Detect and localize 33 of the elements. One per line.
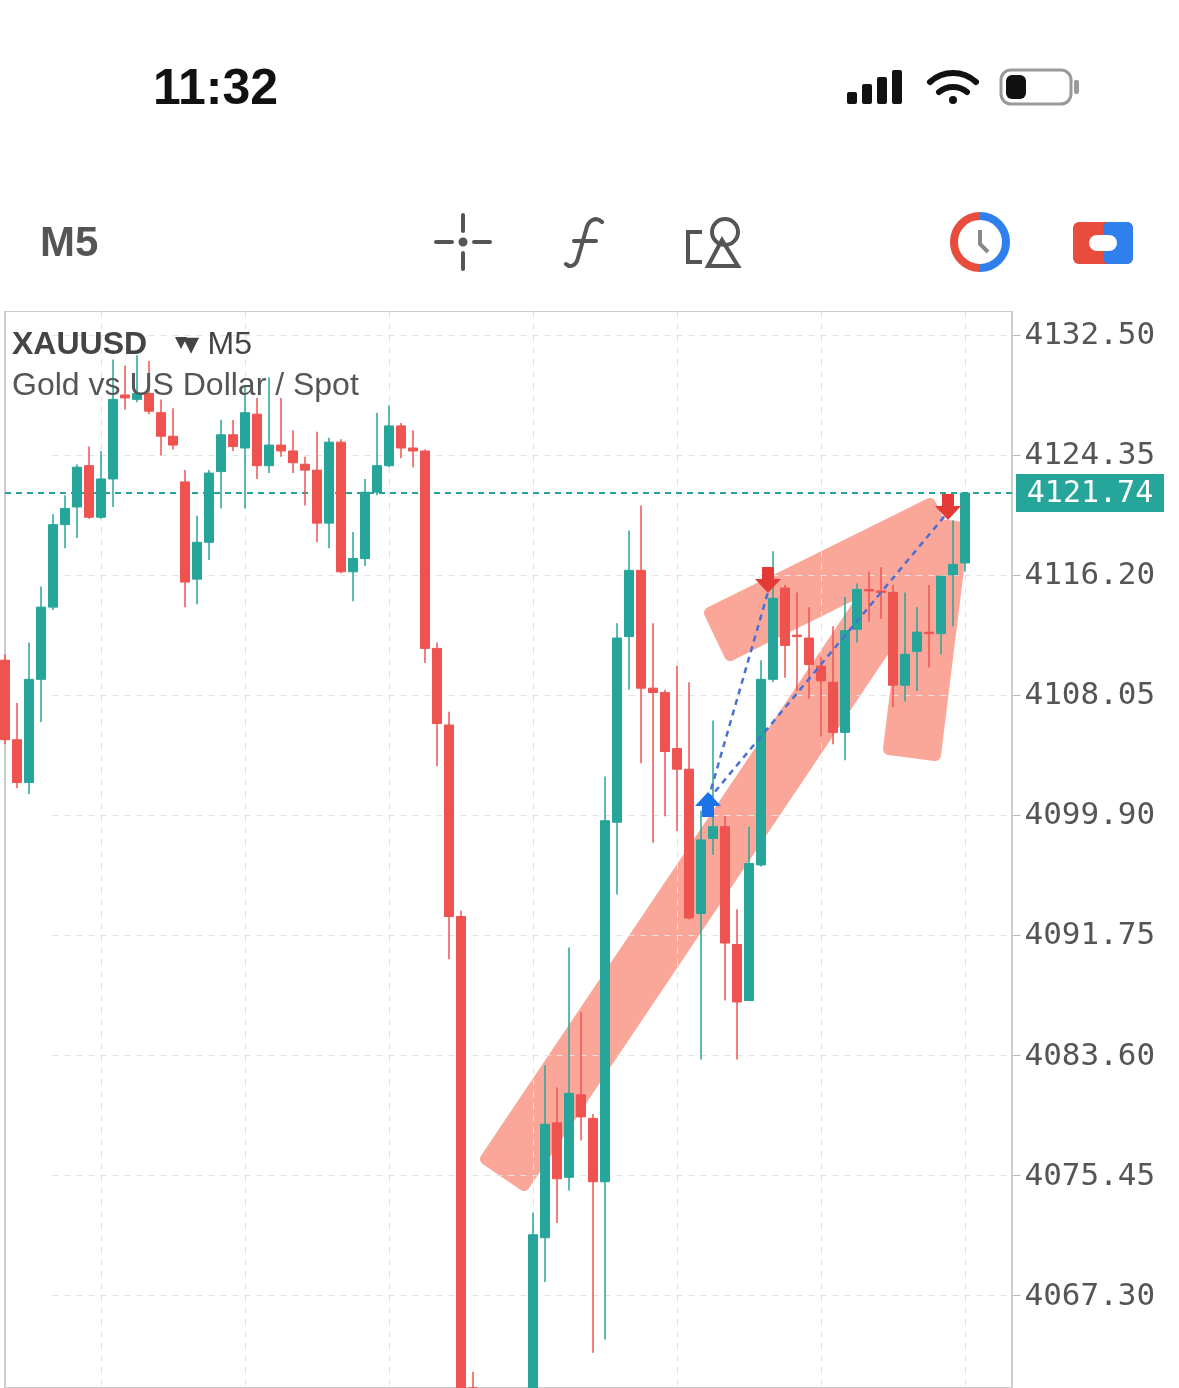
y-tick-label: 4083.60 [1024, 1035, 1156, 1072]
y-tick-label: 4099.90 [1024, 795, 1156, 832]
text: M5 [40, 218, 99, 266]
candlestick [168, 407, 178, 451]
y-tick-label: 4132.50 [1024, 315, 1156, 352]
candlestick [648, 622, 658, 844]
candlestick [576, 1011, 586, 1142]
y-tick-label: 4108.05 [1024, 675, 1156, 712]
candlestick [396, 422, 406, 460]
candlestick [468, 1371, 478, 1388]
candlestick [288, 429, 298, 474]
y-tick-label: 4075.45 [1024, 1155, 1156, 1192]
chart-title: XAUUSD ▾ M5 [12, 324, 253, 362]
text: 11:32 [153, 58, 279, 116]
candlestick [408, 429, 418, 468]
y-tick-label: 4091.75 [1024, 915, 1156, 952]
y-tick-label: 4116.20 [1024, 555, 1156, 592]
candlestick [300, 456, 310, 507]
candlestick [276, 397, 286, 458]
candlestick [792, 591, 802, 692]
candlestick [228, 419, 238, 452]
candlestick [156, 398, 166, 457]
candlestick [264, 376, 274, 474]
candlestick [912, 606, 922, 692]
y-tick-label: 4067.30 [1024, 1275, 1156, 1312]
candlestick [672, 665, 682, 832]
candlestick [876, 566, 886, 620]
candlestick [348, 531, 358, 602]
y-tick-label: 4124.35 [1024, 435, 1156, 472]
candlestick [948, 519, 958, 628]
candlestick [864, 571, 874, 623]
candlestick [816, 656, 826, 738]
ref-line-label: 4121.74 [1026, 474, 1154, 510]
